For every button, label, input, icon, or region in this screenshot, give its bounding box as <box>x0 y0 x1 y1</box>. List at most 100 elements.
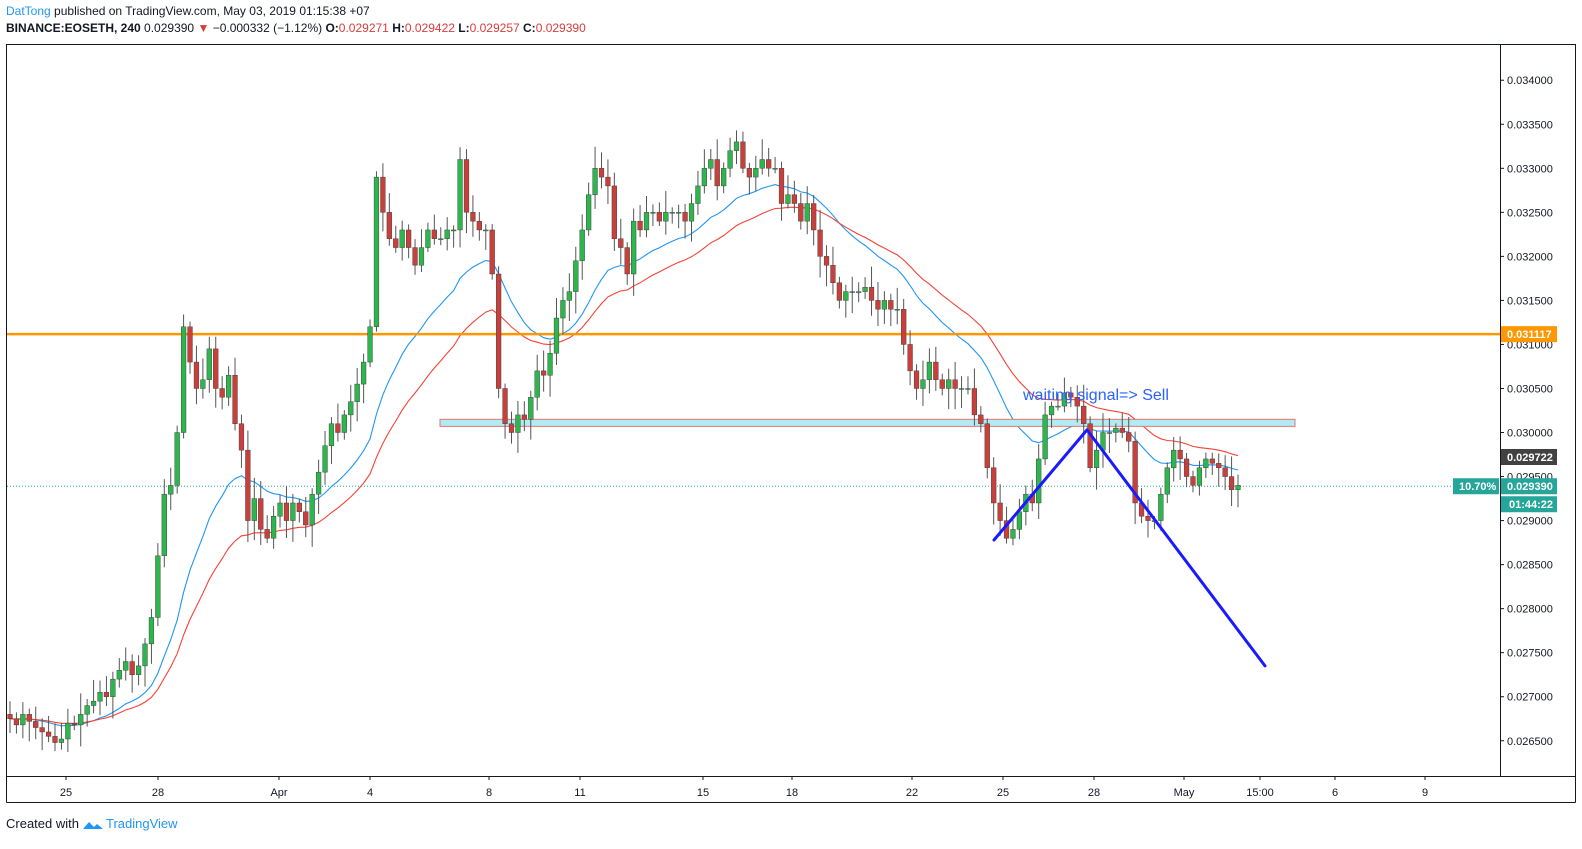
candle-body <box>39 727 45 733</box>
candle-body <box>7 714 13 719</box>
candle-body <box>901 309 907 345</box>
candle-body <box>875 300 881 310</box>
annotation-text[interactable]: waiting signal=> Sell <box>1022 387 1169 404</box>
candle-body <box>971 388 977 416</box>
time-tick-label: 18 <box>786 787 798 799</box>
candle-body <box>309 493 315 526</box>
candle-body <box>116 670 122 680</box>
candle-body <box>20 714 26 726</box>
candle-body <box>637 220 643 231</box>
price-tick-label: 0.030500 <box>1507 383 1553 395</box>
candle-body <box>920 379 926 389</box>
symbol-line: BINANCE:EOSETH, 240 0.029390 ▼ −0.000332… <box>6 20 586 37</box>
horizontal-lines[interactable] <box>7 332 1500 487</box>
candle-body <box>939 379 945 389</box>
candle-body <box>714 159 720 187</box>
candle-body <box>1119 427 1125 433</box>
candle-body <box>849 291 855 293</box>
candle-body <box>26 714 32 722</box>
candle-body <box>1164 467 1170 495</box>
candle-body <box>328 423 335 446</box>
open-value: 0.029271 <box>338 21 389 35</box>
candle-body <box>804 203 810 222</box>
candle-body <box>888 300 894 310</box>
candle-body <box>386 212 392 239</box>
candle-body <box>785 194 791 204</box>
candle-body <box>830 264 836 283</box>
candle-body <box>676 212 682 214</box>
candle-body <box>1228 476 1235 490</box>
candle-body <box>598 168 605 178</box>
author-link[interactable]: DatTong <box>6 4 51 18</box>
candle-body <box>322 445 328 473</box>
pct-label-bg <box>1453 478 1499 495</box>
candle-body <box>727 150 733 169</box>
candle-body <box>766 159 772 169</box>
candle-body <box>778 168 785 204</box>
projection-path <box>992 428 1267 668</box>
time-tick-label: 22 <box>906 787 918 799</box>
candle-body <box>740 141 746 169</box>
support-zone[interactable] <box>439 418 1296 427</box>
tradingview-link[interactable]: TradingView <box>105 816 178 831</box>
candle-body <box>682 212 688 222</box>
price-tick-label: 0.027500 <box>1507 648 1553 660</box>
symbol-title[interactable]: BINANCE:EOSETH, 240 <box>6 21 141 35</box>
pct-label: 10.70% <box>1459 481 1497 493</box>
ma-price-label: 0.029722 <box>1507 452 1553 464</box>
resistance-price-label-bg <box>1501 326 1557 343</box>
candle-body <box>103 692 110 697</box>
projection-lines[interactable] <box>992 428 1267 668</box>
time-tick-label: 4 <box>367 787 373 799</box>
candle-body <box>399 229 405 248</box>
candle-body <box>695 185 701 204</box>
candle-body <box>1145 515 1151 521</box>
candle-body <box>361 361 367 385</box>
ma-slow-line <box>9 206 1239 724</box>
ma-price-label-bg <box>1501 449 1557 466</box>
candle-body <box>296 502 302 512</box>
time-tick-label: Apr <box>270 787 287 799</box>
candle-body <box>946 379 952 389</box>
candle-body <box>232 375 238 424</box>
candle-body <box>1209 458 1215 464</box>
candle-body <box>708 159 714 169</box>
candle-body <box>843 291 849 301</box>
countdown-label: 01:44:22 <box>1509 499 1553 511</box>
candle-body <box>965 388 971 390</box>
price-tick-label: 0.034000 <box>1507 75 1553 87</box>
candle-body <box>168 485 174 495</box>
candle-body <box>521 414 527 420</box>
candle-body <box>926 361 932 380</box>
candle-body <box>380 176 386 213</box>
candle-body <box>457 159 463 231</box>
candle-body <box>560 300 566 319</box>
candle-body <box>90 700 97 706</box>
candle-body <box>997 502 1003 521</box>
candle-body <box>1106 432 1113 434</box>
candle-body <box>759 159 765 169</box>
price-tick-label: 0.031000 <box>1507 339 1553 351</box>
candle-body <box>1113 427 1119 433</box>
candle-body <box>219 388 225 398</box>
candle-body <box>611 185 617 239</box>
price-axis: 0.026500 0.027000 0.027500 0.028000 0.028500… <box>1500 75 1553 748</box>
candle-body <box>412 247 418 266</box>
candle-body <box>991 467 997 504</box>
candle-body <box>348 401 354 416</box>
close-value: 0.029390 <box>535 21 586 35</box>
ma-fast-line <box>9 184 1239 727</box>
price-tick-label: 0.030000 <box>1507 428 1553 440</box>
price-change: −0.000332 (−1.12%) <box>212 21 323 35</box>
candle-body <box>496 273 502 389</box>
candle-body <box>631 220 637 275</box>
candle-body <box>566 291 572 301</box>
candle-body <box>579 229 585 261</box>
candle-body <box>316 471 322 495</box>
price-axis-frame <box>1500 44 1576 777</box>
candle-body <box>1087 423 1093 468</box>
candle-body <box>534 370 540 398</box>
tradingview-logo-icon <box>82 821 103 829</box>
publish-info: published on TradingView.com, May 03, 20… <box>54 4 370 18</box>
